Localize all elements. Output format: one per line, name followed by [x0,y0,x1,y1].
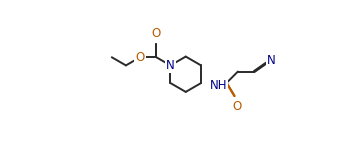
Text: N: N [166,59,175,72]
Text: O: O [232,100,241,113]
Text: O: O [152,27,161,40]
Text: NH: NH [210,79,227,92]
Text: O: O [135,51,145,64]
Text: N: N [267,54,276,67]
